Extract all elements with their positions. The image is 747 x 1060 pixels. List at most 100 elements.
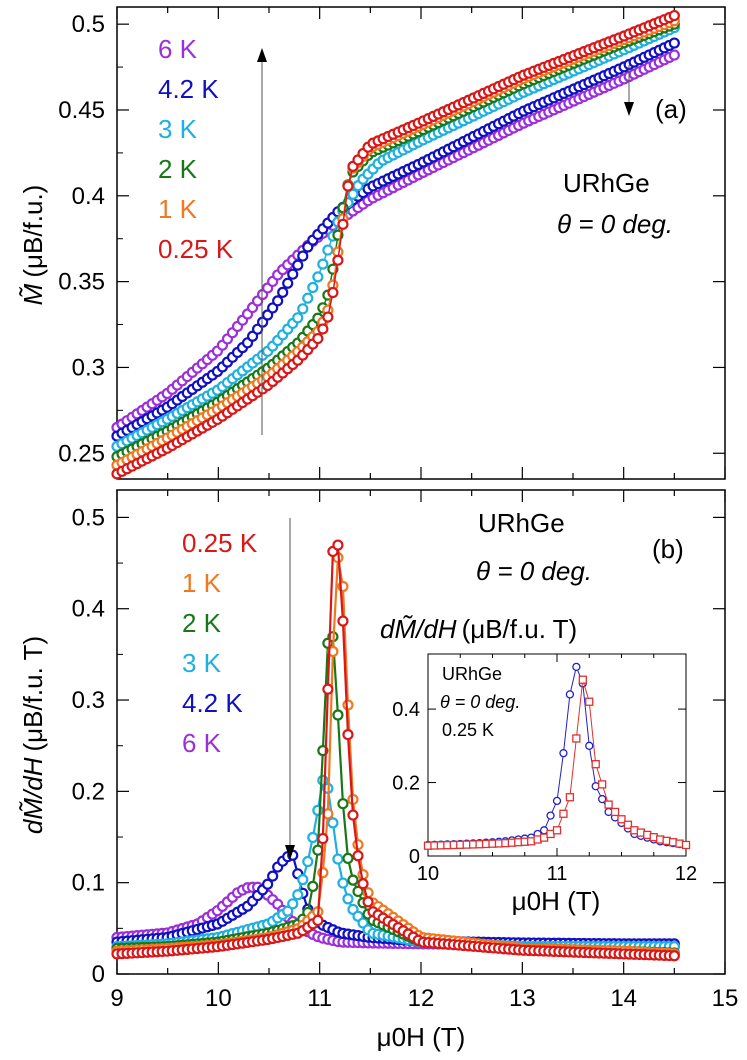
data-point [292,889,304,901]
data-point [342,180,354,192]
inset-ytick-label: 0.2 [392,773,420,795]
data-point [668,37,680,49]
data-point [322,244,334,256]
panel-b-ytick-label: 0.3 [72,687,105,714]
data-point [617,815,626,824]
data-point [598,794,607,804]
data-point [572,734,581,743]
data-point [307,281,319,294]
data-point [312,332,324,345]
panel-b-ytick-label: 0.2 [72,778,105,805]
data-point [347,874,359,886]
data-point [287,898,299,910]
data-point [272,295,284,307]
panel-b-xtick-label: 11 [307,985,332,1012]
data-point [332,539,344,551]
data-point [332,709,344,721]
panel-a-ylabel: M̃ (μB/f.u.) [18,185,48,306]
inset-series-red [423,675,691,850]
inset-xtick-label: 10 [417,863,439,885]
panel-a-legend: 6 K 4.2 K 3 K 2 K 1 K 0.25 K [158,34,234,264]
panel-b-xtick-label: 12 [408,985,435,1012]
data-point [559,809,568,818]
data-point [312,914,324,927]
data-point [565,690,575,699]
legend-entry: 0.25 K [182,528,258,558]
inset-title-units: (μB/f.u. T) [462,614,578,644]
panel-b-ytick-label: 0 [92,961,105,988]
data-point [357,878,369,890]
panel-b-annotation-angle: θ = 0 deg. [476,556,592,586]
panel-a-label: (a) [655,94,687,124]
panel-b-ylabel: dM̃/dH (μB/f.u. T) [18,636,48,834]
data-point [292,259,304,271]
data-point [342,699,354,711]
data-point [282,905,294,917]
panel-b-xlabel: μ0H (T) [377,1022,466,1052]
legend-entry: 3 K [182,648,222,678]
legend-entry: 1 K [158,194,198,224]
data-point [327,286,339,299]
data-point [342,728,354,741]
data-point [317,258,329,270]
panel-a-annotation-angle: θ = 0 deg. [557,209,673,239]
inset-annotation-sample: URhGe [442,664,502,684]
panel-b-axes: 9 10 11 12 13 14 15 0 0.1 0.2 0.3 0.4 0.5 [72,490,738,1012]
data-point [287,268,299,280]
data-point [302,855,314,868]
data-point [297,250,309,262]
data-point [591,760,600,769]
panel-b-ylabel-symbol: dM̃/dH [18,757,48,834]
data-point [337,798,349,810]
data-point [552,796,562,806]
inset-annotation-angle: θ = 0 deg. [440,692,520,712]
data-point [267,870,279,882]
inset-xtick-label: 11 [547,863,568,885]
data-point [262,878,274,890]
panel-a-ytick-label: 0.45 [58,97,105,124]
data-point [302,292,314,304]
legend-entry: 1 K [182,568,222,598]
panel-b-ytick-label: 0.1 [72,870,105,897]
data-point [598,780,607,789]
data-point [317,323,329,335]
data-point [307,880,319,892]
legend-entry: 6 K [182,728,222,758]
inset-annotation-temperature: 0.25 K [442,720,494,740]
inset-title: dM̃/dH (μB/f.u. T) [380,614,577,644]
legend-entry: 6 K [158,34,198,64]
data-point [322,311,334,323]
data-point [585,741,594,750]
data-point [546,811,555,820]
legend-entry: 3 K [158,114,198,144]
data-point [585,697,594,706]
panel-b-annotation-sample: URhGe [478,508,565,538]
legend-entry: 2 K [182,608,222,638]
data-point [317,832,329,845]
panel-b-xtick-label: 10 [205,985,232,1012]
legend-entry: 4.2 K [182,688,243,718]
data-point [347,809,359,821]
legend-entry: 2 K [158,154,198,184]
inset-ytick-label: 0.4 [392,699,420,721]
panel-b-ytick-label: 0.5 [72,504,105,531]
panel-b-xtick-label: 9 [110,985,123,1012]
panel-b-label: (b) [652,534,684,564]
inset-series [423,662,691,850]
inset-title-symbol: dM̃/dH [380,614,457,644]
data-point [342,852,354,865]
inset-axes: 10 11 12 0 0.2 0.4 [392,654,697,885]
panel-b-series [111,539,680,962]
data-point [610,807,620,817]
data-point [347,188,359,200]
series-b-0p25K [111,539,680,962]
series-a-0p25K [111,9,680,480]
data-point [572,662,581,672]
data-point [604,800,613,809]
inset-xlabel: μ0H (T) [512,886,601,916]
data-point [307,831,319,844]
data-point [327,817,339,829]
inset-frame [427,653,687,857]
panel-b-xtick-label: 14 [610,985,637,1012]
